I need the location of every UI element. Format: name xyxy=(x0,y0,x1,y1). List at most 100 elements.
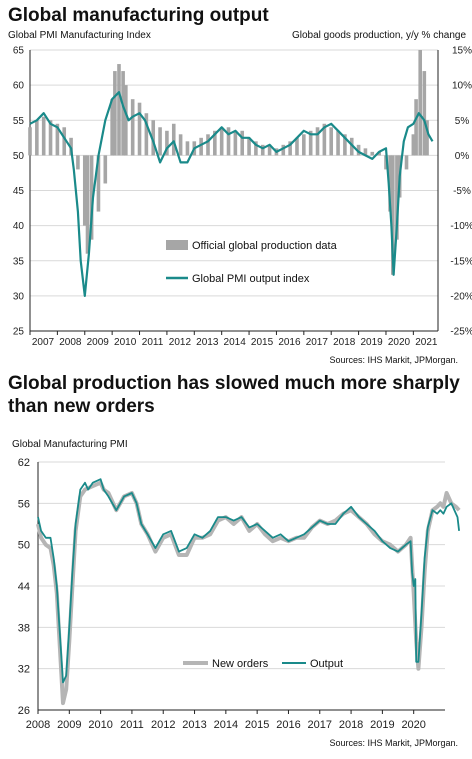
chart1-left-tick-label: 55 xyxy=(13,116,25,127)
chart1-right-tick-label: -5% xyxy=(453,186,471,197)
chart1-bar xyxy=(185,141,190,156)
chart1-bar xyxy=(62,127,67,156)
chart1-right-tick-label: 15% xyxy=(452,46,472,57)
chart2-y-tick-label: 26 xyxy=(18,705,30,717)
chart1-x-tick-label: 2017 xyxy=(306,337,329,348)
chart1-bar xyxy=(96,155,101,212)
chart1-right-tick-label: -25% xyxy=(450,327,472,338)
chart1-bar xyxy=(89,155,94,240)
chart1-bar xyxy=(158,127,162,156)
chart1-bar xyxy=(356,144,361,156)
chart1-bar xyxy=(315,127,320,156)
chart1-right-tick-label: -10% xyxy=(450,221,472,232)
chart1-bar xyxy=(295,137,299,156)
chart1-bar xyxy=(388,155,392,212)
chart1-left-tick-label: 40 xyxy=(13,221,25,232)
chart1-bar xyxy=(302,134,306,156)
chart1-bar xyxy=(404,155,409,170)
chart1-left-tick-label: 25 xyxy=(13,327,25,338)
chart1-x-tick-label: 2007 xyxy=(32,337,55,348)
chart1-bar xyxy=(130,99,135,156)
chart1-right-tick-label: -15% xyxy=(450,256,472,267)
chart1-bar xyxy=(206,134,210,156)
chart1-bar xyxy=(391,155,395,275)
chart2-axis-label: Global Manufacturing PMI xyxy=(12,439,128,450)
chart1-bar xyxy=(103,155,108,184)
chart1-bar xyxy=(165,130,169,156)
chart1-left-tick-label: 35 xyxy=(13,256,25,267)
chart1-right-tick-label: 0% xyxy=(455,151,470,162)
chart1-bar xyxy=(247,137,251,156)
chart1-legend-label-line: Global PMI output index xyxy=(192,273,310,285)
chart1-left-tick-label: 60 xyxy=(13,81,25,92)
chart2-y-tick-label: 56 xyxy=(18,498,30,510)
chart1-bar xyxy=(260,144,265,156)
chart2-line-output xyxy=(37,478,460,684)
chart2-source: Sources: IHS Markit, JPMorgan. xyxy=(329,738,458,748)
chart2-panel: Global production has slowed much more s… xyxy=(0,368,472,759)
chart1-bar xyxy=(226,127,231,156)
chart1-bar xyxy=(288,141,292,156)
chart1-left-tick-label: 65 xyxy=(13,46,25,57)
chart1-bar xyxy=(240,130,245,156)
chart1-bar xyxy=(414,99,418,156)
chart2-y-tick-label: 38 xyxy=(18,622,30,634)
chart2-x-tick-label: 2008 xyxy=(26,719,50,731)
chart1-bar xyxy=(336,130,340,156)
chart2-y-tick-label: 44 xyxy=(18,581,30,593)
chart2-line-new-orders xyxy=(36,480,461,706)
chart1-bar xyxy=(219,127,224,156)
chart1-panel: Global manufacturing output Global PMI M… xyxy=(0,0,472,368)
chart2-x-tick-label: 2015 xyxy=(245,719,269,731)
chart1-bar xyxy=(48,120,53,156)
chart1-bar xyxy=(370,151,375,156)
chart1-bar xyxy=(349,137,354,156)
chart2-x-tick-label: 2017 xyxy=(308,719,332,731)
chart2-legend-label-new-orders: New orders xyxy=(212,658,269,670)
chart2-y-tick-label: 62 xyxy=(18,457,30,469)
chart1-x-tick-label: 2013 xyxy=(196,337,219,348)
chart1-bar xyxy=(113,71,117,156)
chart1-bar xyxy=(395,155,399,240)
chart1-x-tick-label: 2008 xyxy=(59,337,82,348)
chart1-bar xyxy=(422,71,427,156)
chart1-bar xyxy=(254,141,258,156)
chart2-x-tick-label: 2012 xyxy=(151,719,175,731)
chart1-right-tick-label: 10% xyxy=(452,81,472,92)
chart1-bar xyxy=(267,144,272,156)
chart1-x-tick-label: 2010 xyxy=(114,337,137,348)
chart2-y-tick-label: 50 xyxy=(18,540,30,552)
chart1-bar xyxy=(82,155,87,226)
chart1-bar xyxy=(418,50,423,156)
chart2-x-tick-label: 2010 xyxy=(88,719,112,731)
chart1-legend-swatch-bar xyxy=(166,240,188,250)
chart1-bar xyxy=(35,120,39,156)
chart1-source: Sources: IHS Markit, JPMorgan. xyxy=(329,355,458,365)
chart1-legend-label-bar: Official global production data xyxy=(192,240,338,252)
chart1-bar xyxy=(171,123,176,156)
chart2-title: Global production has slowed much more s… xyxy=(8,373,460,417)
chart2-x-tick-label: 2009 xyxy=(57,719,81,731)
chart1-bar xyxy=(178,134,183,156)
chart1-bar xyxy=(425,120,429,156)
chart1-bar xyxy=(28,127,32,156)
chart1-x-tick-label: 2021 xyxy=(415,337,438,348)
chart1-bar xyxy=(363,148,368,156)
chart1-bar xyxy=(411,134,416,156)
chart2-x-tick-label: 2011 xyxy=(120,719,144,731)
chart1-x-tick-label: 2011 xyxy=(142,337,164,348)
chart1-bar xyxy=(41,116,46,156)
chart1-x-tick-label: 2018 xyxy=(333,337,356,348)
chart1-bar xyxy=(199,137,203,156)
chart1-bar xyxy=(233,130,238,156)
chart1-bar xyxy=(144,113,149,156)
chart1-x-tick-label: 2012 xyxy=(169,337,192,348)
chart1-x-tick-label: 2015 xyxy=(251,337,274,348)
chart1-bar xyxy=(384,155,388,170)
chart1-bar xyxy=(343,134,347,156)
chart2-plot: 62 56 50 44 38 32 26 2008 2009 2010 2011 2012 2013 20… xyxy=(18,457,461,731)
chart1-bar xyxy=(281,144,286,156)
chart1-left-tick-label: 45 xyxy=(13,186,25,197)
chart1-x-tick-label: 2020 xyxy=(388,337,411,348)
chart1-plot: 65 60 55 50 45 40 35 30 25 15% 10% 5% 0% -5% -10% -15% -… xyxy=(13,46,472,349)
